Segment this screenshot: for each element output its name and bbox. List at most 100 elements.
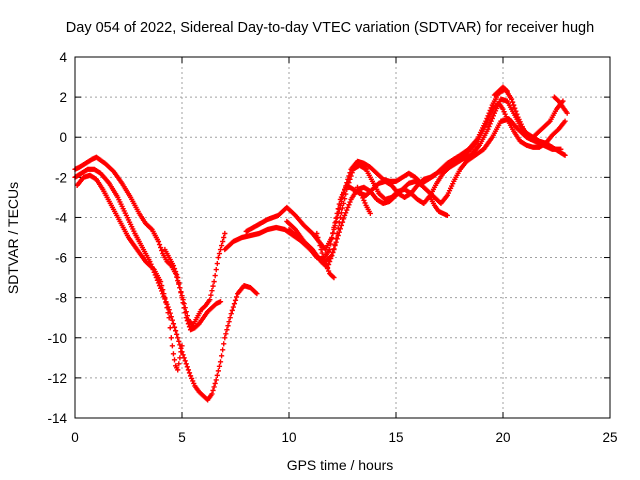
data-point xyxy=(345,204,351,211)
data-point xyxy=(209,288,215,294)
data-point xyxy=(558,146,564,152)
data-point xyxy=(314,230,320,237)
data-point xyxy=(217,359,224,365)
data-point xyxy=(182,358,188,364)
data-point xyxy=(211,384,217,390)
data-point xyxy=(158,279,164,285)
data-point xyxy=(185,321,192,327)
data-series xyxy=(286,116,564,267)
data-point xyxy=(338,222,345,229)
data-point xyxy=(484,115,490,122)
data-point xyxy=(346,202,352,208)
x-axis-label: GPS time / hours xyxy=(287,457,394,473)
data-point xyxy=(184,318,190,324)
data-point xyxy=(334,236,340,242)
y-tick-label: -10 xyxy=(47,331,67,346)
data-point xyxy=(155,238,162,245)
data-point xyxy=(339,219,346,225)
data-point xyxy=(170,351,177,357)
plot-frame xyxy=(74,56,611,419)
grid xyxy=(75,57,610,418)
data-point xyxy=(216,363,223,369)
data-points xyxy=(72,84,570,403)
data-point xyxy=(232,297,239,303)
x-tick-label: 10 xyxy=(281,430,296,445)
data-series xyxy=(72,166,260,403)
data-series xyxy=(491,84,510,98)
data-point xyxy=(179,295,185,301)
x-tick-label: 25 xyxy=(602,430,617,445)
data-point xyxy=(485,113,491,119)
data-point xyxy=(510,99,516,105)
data-point xyxy=(332,222,338,229)
data-point xyxy=(488,105,494,111)
data-point xyxy=(221,341,227,347)
data-point xyxy=(183,315,189,321)
data-point xyxy=(210,283,216,289)
data-point xyxy=(316,238,322,245)
data-point xyxy=(171,265,178,272)
data-point xyxy=(163,300,169,306)
data-point xyxy=(177,355,183,361)
data-point xyxy=(183,361,189,367)
data-point xyxy=(222,230,228,237)
data-point xyxy=(186,370,193,376)
data-point xyxy=(185,367,192,373)
data-point xyxy=(347,199,353,205)
data-point xyxy=(172,268,179,275)
data-point xyxy=(161,291,167,297)
data-point xyxy=(208,292,214,298)
data-point xyxy=(228,311,234,317)
data-point xyxy=(487,107,493,114)
data-point xyxy=(321,257,327,263)
data-point xyxy=(348,173,354,179)
data-point xyxy=(333,218,339,225)
data-point xyxy=(210,387,216,394)
data-point xyxy=(231,301,238,307)
y-tick-label: -12 xyxy=(47,371,67,386)
data-point xyxy=(221,234,227,241)
data-point xyxy=(226,319,232,325)
data-point xyxy=(178,349,184,355)
data-point xyxy=(564,110,570,116)
data-point xyxy=(346,180,352,186)
data-point xyxy=(483,118,489,124)
data-point xyxy=(562,118,568,124)
data-point xyxy=(337,226,343,232)
data-point xyxy=(342,212,348,219)
data-point xyxy=(214,260,220,267)
data-point xyxy=(488,118,494,124)
tick-labels: 0 5 10 15 20 25 -14 -12 -10 -8 -6 -4 -2 0 2 4 xyxy=(47,50,617,445)
data-point xyxy=(486,123,492,130)
chart-title: Day 054 of 2022, Sidereal Day-to-day VTE… xyxy=(66,20,594,36)
data-point xyxy=(172,328,179,334)
data-point xyxy=(180,300,186,306)
data-point xyxy=(254,291,260,297)
data-point xyxy=(169,343,175,349)
data-point xyxy=(218,242,225,249)
data-point xyxy=(344,207,350,213)
data-point xyxy=(212,273,218,279)
data-point xyxy=(342,196,348,202)
data-series xyxy=(354,184,373,217)
data-point xyxy=(337,202,343,209)
data-point xyxy=(224,327,230,333)
y-tick-label: -6 xyxy=(55,251,67,266)
data-point xyxy=(337,214,343,221)
data-point xyxy=(176,280,182,286)
data-point xyxy=(184,364,190,370)
data-point xyxy=(159,283,165,289)
y-tick-label: -8 xyxy=(55,291,67,306)
data-point xyxy=(217,299,224,305)
data-point xyxy=(182,310,188,316)
data-point xyxy=(166,315,172,321)
y-tick-label: -2 xyxy=(55,170,67,185)
data-point xyxy=(340,216,347,222)
data-series xyxy=(551,94,570,116)
data-point xyxy=(317,242,323,249)
y-tick-label: 4 xyxy=(59,50,67,65)
data-point xyxy=(176,338,182,344)
data-point xyxy=(320,253,326,260)
y-tick-label: 2 xyxy=(59,90,67,105)
